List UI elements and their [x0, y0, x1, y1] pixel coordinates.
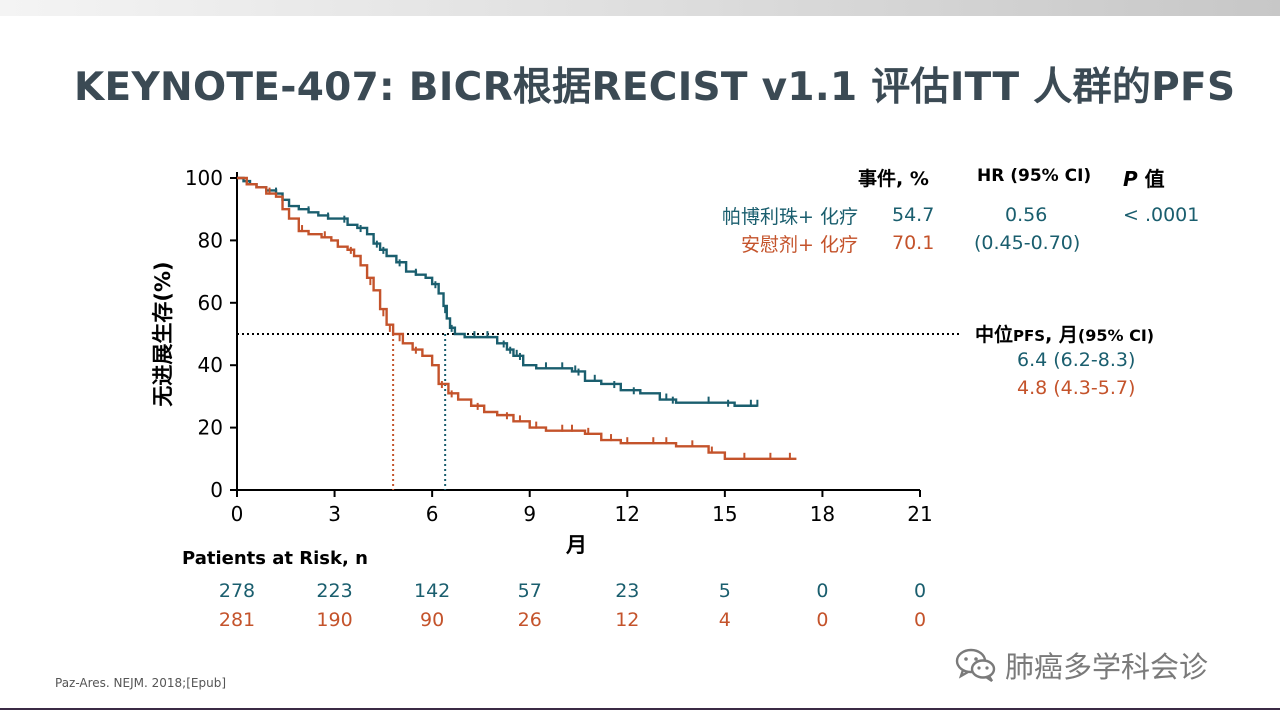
legend-header-p: P 值: [1123, 163, 1165, 192]
risk-pembro-cell: 278: [218, 580, 256, 602]
x-tick-label: 0: [231, 502, 244, 526]
legend-placebo-name: 安慰剂+ 化疗: [741, 234, 858, 256]
legend-hr-value: 0.56: [1005, 204, 1048, 226]
legend-hr-ci: (0.45-0.70): [974, 232, 1081, 254]
y-axis-label: 无进展生存(%): [151, 261, 175, 406]
median-header: 中位PFS, 月(95% CI): [975, 320, 1154, 347]
y-tick-label: 40: [198, 353, 223, 377]
median-pembro: 6.4 (6.2-8.3): [1017, 349, 1136, 371]
risk-pembro-cell: 23: [615, 580, 640, 602]
risk-placebo-cell: 26: [517, 609, 542, 631]
median-header-ci: (95% CI): [1077, 326, 1155, 345]
x-tick-label: 9: [523, 502, 536, 526]
risk-pembro-cell: 5: [718, 580, 731, 602]
footer-rule: [0, 708, 1280, 710]
y-tick-label: 20: [198, 416, 223, 440]
legend-placebo-events: 70.1: [892, 232, 935, 254]
risk-pembro-cell: 223: [316, 580, 353, 602]
risk-pembro-cell: 0: [913, 580, 927, 602]
x-tick-label: 12: [615, 502, 640, 526]
plot-layer: [237, 176, 960, 490]
km-curve-placebo: [237, 176, 797, 460]
y-tick-label: 100: [185, 166, 223, 190]
risk-placebo-cell: 281: [218, 609, 256, 631]
risk-pembro-cell: 0: [816, 580, 829, 602]
x-tick-label: 21: [907, 502, 932, 526]
median-header-unit: , 月: [1045, 324, 1078, 346]
citation: Paz-Ares. NEJM. 2018;[Epub]: [55, 676, 227, 690]
median-header-bold: 中位: [975, 324, 1014, 346]
legend-p-value: < .0001: [1123, 204, 1200, 226]
x-tick-label: 6: [426, 502, 439, 526]
legend-header-p-rest: 值: [1137, 167, 1165, 191]
risk-placebo-cell: 4: [718, 609, 731, 631]
wechat-icon: [955, 648, 996, 682]
risk-pembro-cell: 57: [517, 580, 542, 602]
x-tick-label: 3: [328, 502, 341, 526]
x-tick-label: 15: [712, 502, 737, 526]
legend-header-events: 事件, %: [858, 168, 929, 190]
risk-placebo-cell: 190: [316, 609, 353, 631]
slide-title: KEYNOTE-407: BICR根据RECIST v1.1 评估ITT 人群的…: [74, 65, 1236, 110]
watermark: 肺癌多学科会诊: [955, 645, 1208, 685]
legend-pembro-events: 54.7: [892, 204, 935, 226]
km-curve-pembro: [237, 176, 758, 407]
risk-placebo-cell: 0: [913, 609, 927, 631]
risk-placebo-cell: 12: [615, 609, 640, 631]
median-placebo: 4.8 (4.3-5.7): [1017, 377, 1136, 399]
median-header-pfs: PFS: [1013, 327, 1046, 345]
risk-placebo-cell: 0: [816, 609, 829, 631]
legend-header-hr: HR (95% CI): [977, 166, 1092, 186]
x-tick-label: 18: [810, 502, 835, 526]
y-tick-label: 80: [198, 228, 223, 252]
slide-top-bar: [0, 0, 1280, 16]
legend-header-p-italic: P: [1123, 167, 1138, 191]
watermark-text: 肺癌多学科会诊: [1005, 650, 1209, 684]
legend-pembro-name: 帕博利珠+ 化疗: [722, 206, 858, 228]
x-axis-label: 月: [565, 533, 587, 557]
y-tick-label: 0: [210, 478, 223, 502]
y-tick-label: 60: [198, 291, 223, 315]
axes-layer: 0 20 40 60 80 100 0 3 6 9 12 15 18 21 月 无进展生存(%): [151, 166, 933, 557]
risk-placebo-cell: 90: [420, 609, 445, 631]
risk-table-title: Patients at Risk, n: [182, 548, 368, 569]
risk-pembro-cell: 142: [414, 580, 451, 602]
